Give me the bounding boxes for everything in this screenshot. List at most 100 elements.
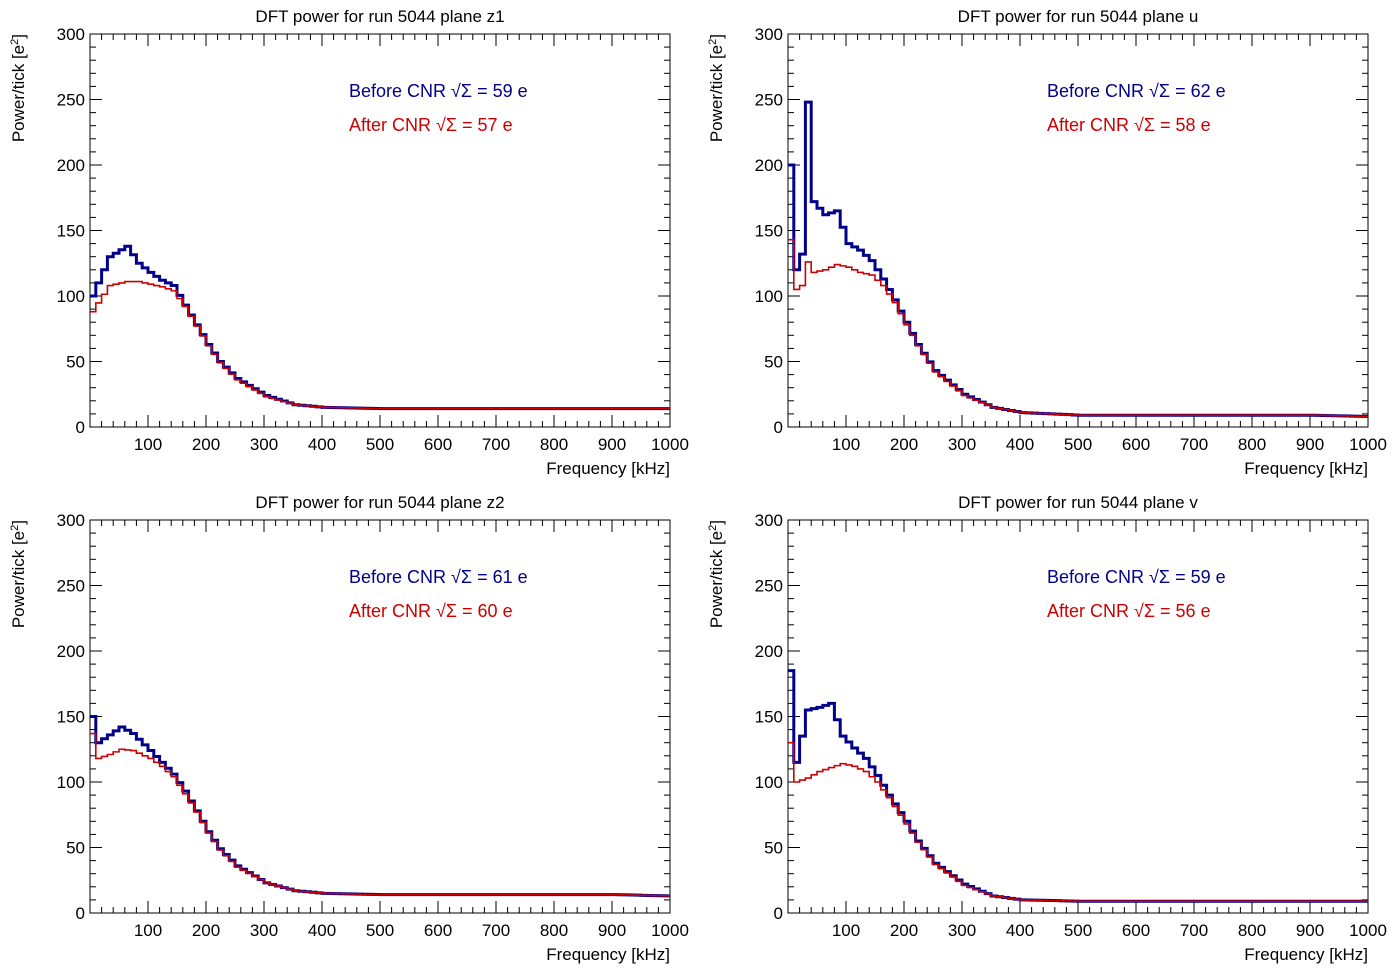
chart-panel-z2: DFT power for run 5044 plane z2 100 200 300… bbox=[0, 486, 698, 972]
y-tick-label: 150 bbox=[57, 708, 85, 727]
x-tick-label: 800 bbox=[1238, 921, 1266, 940]
y-axis-title-sup: 2 bbox=[9, 39, 21, 45]
x-tick-label: 400 bbox=[308, 435, 336, 454]
legend-prefix: After CNR bbox=[349, 601, 436, 621]
legend-entry: After CNR √Σ = 60 e bbox=[349, 601, 513, 621]
x-tick-label: 600 bbox=[424, 435, 452, 454]
series-after-cnr-line bbox=[90, 280, 670, 410]
sqrt-sigma-symbol: √Σ bbox=[1149, 567, 1170, 587]
legend-prefix: After CNR bbox=[1047, 601, 1134, 621]
y-axis-title-text: Power/tick [e bbox=[9, 531, 28, 628]
x-tick-label: 800 bbox=[1238, 435, 1266, 454]
y-tick-label: 300 bbox=[755, 25, 783, 44]
y-tick-label: 0 bbox=[76, 418, 85, 437]
sqrt-sigma-symbol: √Σ bbox=[451, 567, 472, 587]
x-tick-label: 500 bbox=[1064, 435, 1092, 454]
x-tick-label: 800 bbox=[540, 921, 568, 940]
x-tick-label: 1000 bbox=[651, 921, 689, 940]
x-tick-label: 400 bbox=[1006, 921, 1034, 940]
x-axis-title: Frequency [kHz] bbox=[546, 945, 670, 964]
legend-entry: Before CNR √Σ = 61 e bbox=[349, 567, 528, 587]
x-tick-label: 500 bbox=[1064, 921, 1092, 940]
x-tick-label: 300 bbox=[948, 435, 976, 454]
x-tick-label: 700 bbox=[482, 435, 510, 454]
y-tick-label: 50 bbox=[66, 839, 85, 858]
x-tick-label: 600 bbox=[1122, 435, 1150, 454]
x-tick-label: 100 bbox=[832, 435, 860, 454]
y-axis-title: Power/tick [e2] bbox=[9, 520, 28, 628]
y-tick-label: 300 bbox=[57, 25, 85, 44]
y-axis-title-text: Power/tick [e bbox=[9, 45, 28, 142]
x-tick-label: 400 bbox=[308, 921, 336, 940]
sqrt-sigma-symbol: √Σ bbox=[451, 81, 472, 101]
legend-suffix: = 62 e bbox=[1170, 81, 1226, 101]
legend-entry: Before CNR √Σ = 59 e bbox=[349, 81, 528, 101]
legend-prefix: After CNR bbox=[1047, 115, 1134, 135]
x-tick-label: 900 bbox=[1296, 435, 1324, 454]
y-tick-label: 100 bbox=[57, 773, 85, 792]
y-tick-label: 250 bbox=[755, 91, 783, 110]
x-tick-label: 500 bbox=[366, 921, 394, 940]
legend-entry: Before CNR √Σ = 62 e bbox=[1047, 81, 1226, 101]
chart-svg: DFT power for run 5044 plane z1 100 200 300… bbox=[9, 7, 689, 478]
y-tick-label: 150 bbox=[57, 222, 85, 241]
x-tick-label: 1000 bbox=[651, 435, 689, 454]
chart-svg: DFT power for run 5044 plane v 100 200 300 4… bbox=[707, 493, 1387, 964]
x-tick-label: 200 bbox=[192, 435, 220, 454]
chart-title: DFT power for run 5044 plane u bbox=[958, 7, 1199, 26]
legend-suffix: = 57 e bbox=[457, 115, 513, 135]
chart-panel-u: DFT power for run 5044 plane u 100 200 300 4… bbox=[698, 0, 1396, 486]
y-tick-label: 200 bbox=[755, 642, 783, 661]
x-tick-label: 100 bbox=[134, 921, 162, 940]
x-tick-label: 200 bbox=[890, 921, 918, 940]
legend-suffix: = 59 e bbox=[1170, 567, 1226, 587]
y-tick-label: 100 bbox=[57, 287, 85, 306]
y-tick-label: 100 bbox=[755, 287, 783, 306]
y-tick-label: 0 bbox=[774, 418, 783, 437]
legend-prefix: After CNR bbox=[349, 115, 436, 135]
y-tick-label: 0 bbox=[76, 904, 85, 923]
x-tick-label: 100 bbox=[832, 921, 860, 940]
series-before-cnr-line bbox=[90, 715, 670, 898]
sqrt-sigma-symbol: √Σ bbox=[1134, 601, 1155, 621]
y-tick-label: 50 bbox=[66, 353, 85, 372]
series-after-cnr-line bbox=[788, 741, 1368, 903]
legend-prefix: Before CNR bbox=[1047, 81, 1149, 101]
y-tick-label: 300 bbox=[57, 511, 85, 530]
y-tick-label: 200 bbox=[57, 156, 85, 175]
legend-suffix: = 59 e bbox=[472, 81, 528, 101]
y-tick-label: 50 bbox=[764, 353, 783, 372]
legend-prefix: Before CNR bbox=[349, 567, 451, 587]
series-after-cnr-line bbox=[90, 732, 670, 897]
y-tick-label: 250 bbox=[755, 577, 783, 596]
x-tick-label: 1000 bbox=[1349, 435, 1387, 454]
y-axis-title: Power/tick [e2] bbox=[707, 34, 726, 142]
y-tick-label: 250 bbox=[57, 91, 85, 110]
sqrt-sigma-symbol: √Σ bbox=[436, 115, 457, 135]
y-axis-title: Power/tick [e2] bbox=[707, 520, 726, 628]
legend-suffix: = 56 e bbox=[1155, 601, 1211, 621]
x-tick-label: 1000 bbox=[1349, 921, 1387, 940]
x-tick-label: 400 bbox=[1006, 435, 1034, 454]
series-before-cnr-line bbox=[788, 100, 1368, 418]
sqrt-sigma-symbol: √Σ bbox=[1149, 81, 1170, 101]
x-tick-label: 700 bbox=[482, 921, 510, 940]
x-tick-label: 600 bbox=[424, 921, 452, 940]
chart-panel-v: DFT power for run 5044 plane v 100 200 300 4… bbox=[698, 486, 1396, 972]
y-tick-label: 250 bbox=[57, 577, 85, 596]
series-before-cnr-line bbox=[788, 669, 1368, 903]
x-tick-label: 300 bbox=[250, 435, 278, 454]
sqrt-sigma-symbol: √Σ bbox=[1134, 115, 1155, 135]
legend-entry: After CNR √Σ = 58 e bbox=[1047, 115, 1211, 135]
y-axis-title-end: ] bbox=[9, 34, 28, 39]
x-tick-label: 900 bbox=[598, 435, 626, 454]
y-tick-label: 300 bbox=[755, 511, 783, 530]
legend-entry: After CNR √Σ = 57 e bbox=[349, 115, 513, 135]
chart-svg: DFT power for run 5044 plane u 100 200 300 4… bbox=[707, 7, 1387, 478]
x-tick-label: 800 bbox=[540, 435, 568, 454]
x-tick-label: 200 bbox=[192, 921, 220, 940]
x-tick-label: 700 bbox=[1180, 435, 1208, 454]
y-tick-label: 200 bbox=[57, 642, 85, 661]
y-tick-label: 150 bbox=[755, 222, 783, 241]
series-before-cnr-line bbox=[90, 244, 670, 411]
